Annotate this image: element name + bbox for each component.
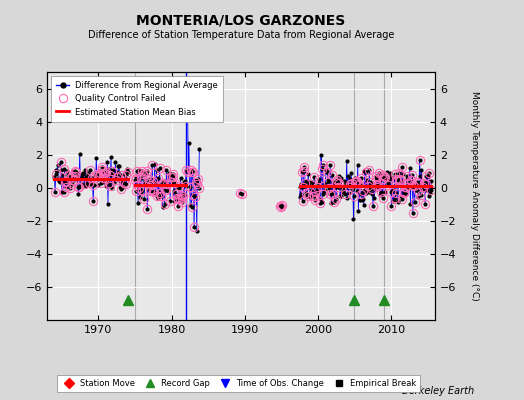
Legend: Difference from Regional Average, Quality Control Failed, Estimated Station Mean: Difference from Regional Average, Qualit… xyxy=(51,76,223,122)
Y-axis label: Monthly Temperature Anomaly Difference (°C): Monthly Temperature Anomaly Difference (… xyxy=(470,91,479,301)
Text: Difference of Station Temperature Data from Regional Average: Difference of Station Temperature Data f… xyxy=(88,30,394,40)
Text: MONTERIA/LOS GARZONES: MONTERIA/LOS GARZONES xyxy=(136,14,346,28)
Text: Berkeley Earth: Berkeley Earth xyxy=(402,386,474,396)
Legend: Station Move, Record Gap, Time of Obs. Change, Empirical Break: Station Move, Record Gap, Time of Obs. C… xyxy=(57,374,420,392)
